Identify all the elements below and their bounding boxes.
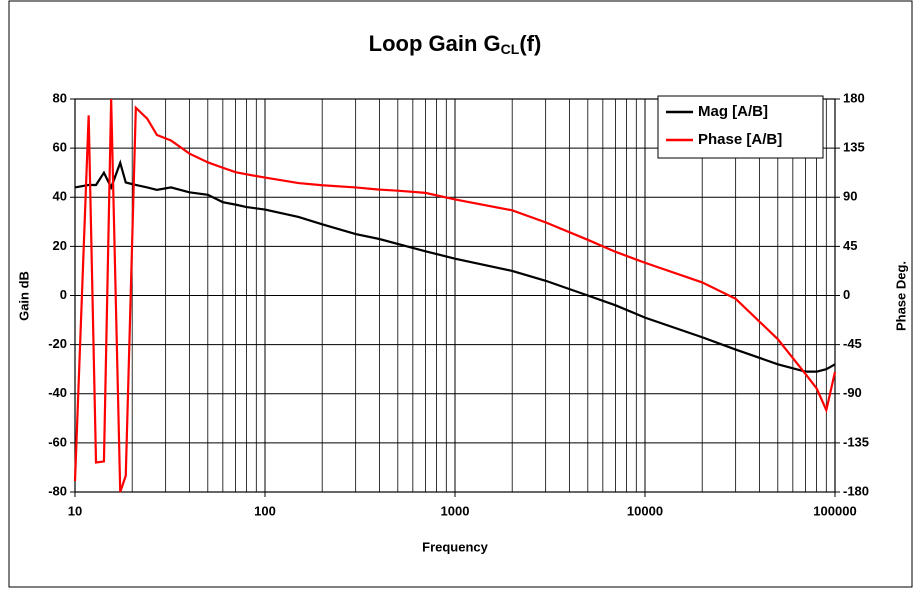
x-tick-label: 100000	[813, 503, 856, 518]
legend-box	[657, 95, 824, 159]
x-axis-label: Frequency	[422, 539, 489, 554]
x-tick-label: 10000	[627, 503, 663, 518]
y-tick-label: -40	[48, 385, 67, 400]
y-tick-label: -60	[48, 434, 67, 449]
y2-tick-label: -45	[843, 336, 862, 351]
y2-tick-label: 90	[843, 189, 857, 204]
y2-axis-label: Phase Deg.	[893, 261, 908, 331]
y-tick-label: 0	[60, 287, 67, 302]
title-suffix: (f)	[519, 31, 541, 56]
title-main: Loop Gain G	[369, 31, 501, 56]
series-line	[74, 159, 836, 373]
x-tick-label: 1000	[441, 503, 470, 518]
chart-title: Loop Gain GCL(f)	[369, 31, 542, 57]
x-tick-label: 100	[254, 503, 276, 518]
y2-tick-label: -90	[843, 385, 862, 400]
plot-border	[74, 98, 836, 493]
y-tick-label: -20	[48, 336, 67, 351]
y2-tick-label: -180	[843, 483, 869, 498]
legend-label: Phase [A/B]	[698, 131, 782, 148]
y-tick-label: 20	[53, 238, 67, 253]
y2-tick-label: -135	[843, 434, 869, 449]
y2-tick-label: 0	[843, 287, 850, 302]
y-axis-label: Gain dB	[16, 271, 31, 321]
x-tick-label: 10	[68, 503, 82, 518]
title-subscript: CL	[501, 41, 520, 57]
y-tick-label: 60	[53, 140, 67, 155]
legend-label: Mag [A/B]	[698, 103, 768, 120]
y2-tick-label: 45	[843, 238, 857, 253]
series-line	[73, 98, 837, 493]
y2-tick-label: 180	[843, 90, 865, 105]
y-tick-label: 40	[53, 189, 67, 204]
y2-tick-label: 135	[843, 140, 865, 155]
y-tick-label: -80	[48, 483, 67, 498]
y-tick-label: 80	[53, 90, 67, 105]
